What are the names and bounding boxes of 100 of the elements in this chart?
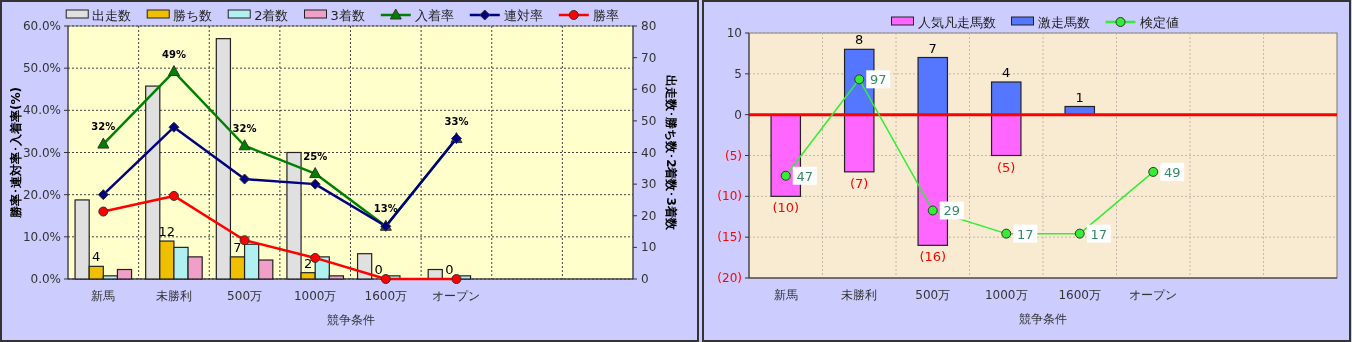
y-tick-label: (10) — [717, 189, 742, 204]
data-label: 49 — [1163, 164, 1181, 180]
y2-tick-label: 80 — [641, 19, 657, 33]
bar — [990, 81, 1022, 116]
y-tick-label: 5 — [734, 66, 742, 81]
x-axis-title: 競争条件 — [1019, 312, 1067, 326]
y2-tick-label: 50 — [641, 113, 657, 128]
x-tick-label: 1000万 — [984, 288, 1028, 302]
point — [780, 170, 791, 181]
point — [451, 274, 462, 284]
data-label: 17 — [1016, 226, 1034, 242]
data-label: 17 — [1090, 226, 1108, 242]
point — [309, 167, 322, 179]
legend-label: 検定値 — [1139, 15, 1179, 30]
point — [167, 65, 180, 77]
y-tick-label: 60.0% — [22, 19, 61, 33]
y-tick-label: 30.0% — [22, 145, 61, 160]
point — [309, 178, 321, 190]
point — [98, 206, 109, 217]
data-label: 12 — [158, 224, 176, 240]
data-label: 2 — [303, 255, 313, 271]
data-label: 25% — [303, 150, 328, 162]
data-label: 97 — [869, 72, 887, 88]
y-tick-label: 0 — [734, 107, 742, 122]
data-label: 1 — [1075, 89, 1084, 105]
x-tick-label: 未勝利 — [841, 288, 878, 302]
data-label: 13% — [373, 203, 398, 215]
data-label: 8 — [855, 32, 864, 48]
legend-label: 人気凡走馬数 — [917, 15, 996, 30]
bar — [990, 114, 1022, 157]
x-tick-label: 1000万 — [293, 289, 337, 303]
x-tick-label: 新馬 — [773, 288, 798, 302]
data-label: 47 — [796, 168, 814, 184]
point — [97, 137, 110, 149]
y2-tick-label: 40 — [641, 145, 657, 160]
data-label: 4 — [1002, 65, 1011, 80]
data-label: (10) — [772, 200, 800, 216]
legend-label: 激走馬数 — [1037, 15, 1090, 30]
data-label: 7 — [233, 239, 242, 255]
point — [854, 74, 865, 85]
legend-label: 勝ち数 — [173, 8, 213, 23]
legend-label: 入着率 — [414, 8, 454, 23]
y-axis-title: 勝率･連対率･入着率(%) — [9, 87, 23, 219]
point — [238, 139, 251, 151]
data-label: (7) — [850, 175, 869, 191]
point — [168, 190, 179, 201]
x-tick-label: 1600万 — [1058, 288, 1102, 302]
legend-label: 2着数 — [254, 8, 289, 23]
legend-label: 3着数 — [330, 8, 365, 23]
y-tick-label: 10 — [726, 26, 742, 40]
x-tick-label: オープン — [1129, 288, 1178, 302]
data-label: 7 — [928, 40, 937, 56]
y2-axis-title: 出走数･勝ち数･2着数･3着数 — [664, 75, 678, 231]
data-label: (16) — [919, 249, 947, 265]
y-tick-label: 50.0% — [22, 61, 61, 76]
data-label: 0 — [445, 262, 454, 277]
y2-tick-label: 0 — [641, 272, 649, 286]
legend-label: 連対率 — [503, 8, 543, 23]
bar — [917, 56, 949, 116]
point — [380, 274, 391, 284]
y2-tick-label: 30 — [641, 177, 657, 192]
y-tick-label: (15) — [717, 230, 742, 245]
point — [1148, 166, 1159, 177]
point — [168, 121, 180, 133]
point — [97, 189, 109, 201]
x-tick-label: 1600万 — [364, 289, 408, 303]
data-label: 33% — [444, 115, 469, 127]
x-axis-title: 競争条件 — [326, 313, 375, 327]
bar — [843, 114, 875, 173]
y-tick-label: 20.0% — [22, 187, 61, 202]
y-tick-label: 0.0% — [30, 272, 61, 286]
y2-tick-label: 10 — [641, 240, 657, 255]
y-tick-label: 40.0% — [22, 103, 61, 118]
x-tick-label: オープン — [432, 289, 481, 303]
y2-tick-label: 70 — [641, 50, 657, 65]
x-tick-label: 未勝利 — [155, 289, 192, 303]
y-tick-label: 10.0% — [22, 229, 61, 244]
x-tick-label: 500万 — [915, 288, 951, 302]
y2-tick-label: 20 — [641, 208, 657, 223]
legend-label: 出走数 — [92, 8, 132, 23]
x-tick-label: 500万 — [227, 289, 263, 303]
point — [1001, 228, 1012, 239]
data-label: 4 — [92, 249, 101, 265]
data-label: 49% — [161, 48, 186, 60]
data-label: 0 — [374, 262, 383, 277]
data-label: 32% — [91, 121, 116, 133]
y2-tick-label: 60 — [641, 82, 657, 97]
legend-label: 勝率 — [592, 8, 619, 23]
point — [239, 173, 251, 185]
x-tick-label: 新馬 — [91, 289, 116, 303]
point — [1074, 228, 1085, 239]
point — [310, 252, 321, 263]
y-tick-label: (20) — [717, 271, 742, 285]
data-label: (5) — [997, 159, 1016, 175]
point — [239, 235, 250, 246]
bar — [356, 253, 373, 280]
y-tick-label: (5) — [725, 148, 742, 163]
point — [927, 205, 938, 216]
data-label: 32% — [232, 122, 257, 134]
data-label: 29 — [943, 203, 961, 219]
